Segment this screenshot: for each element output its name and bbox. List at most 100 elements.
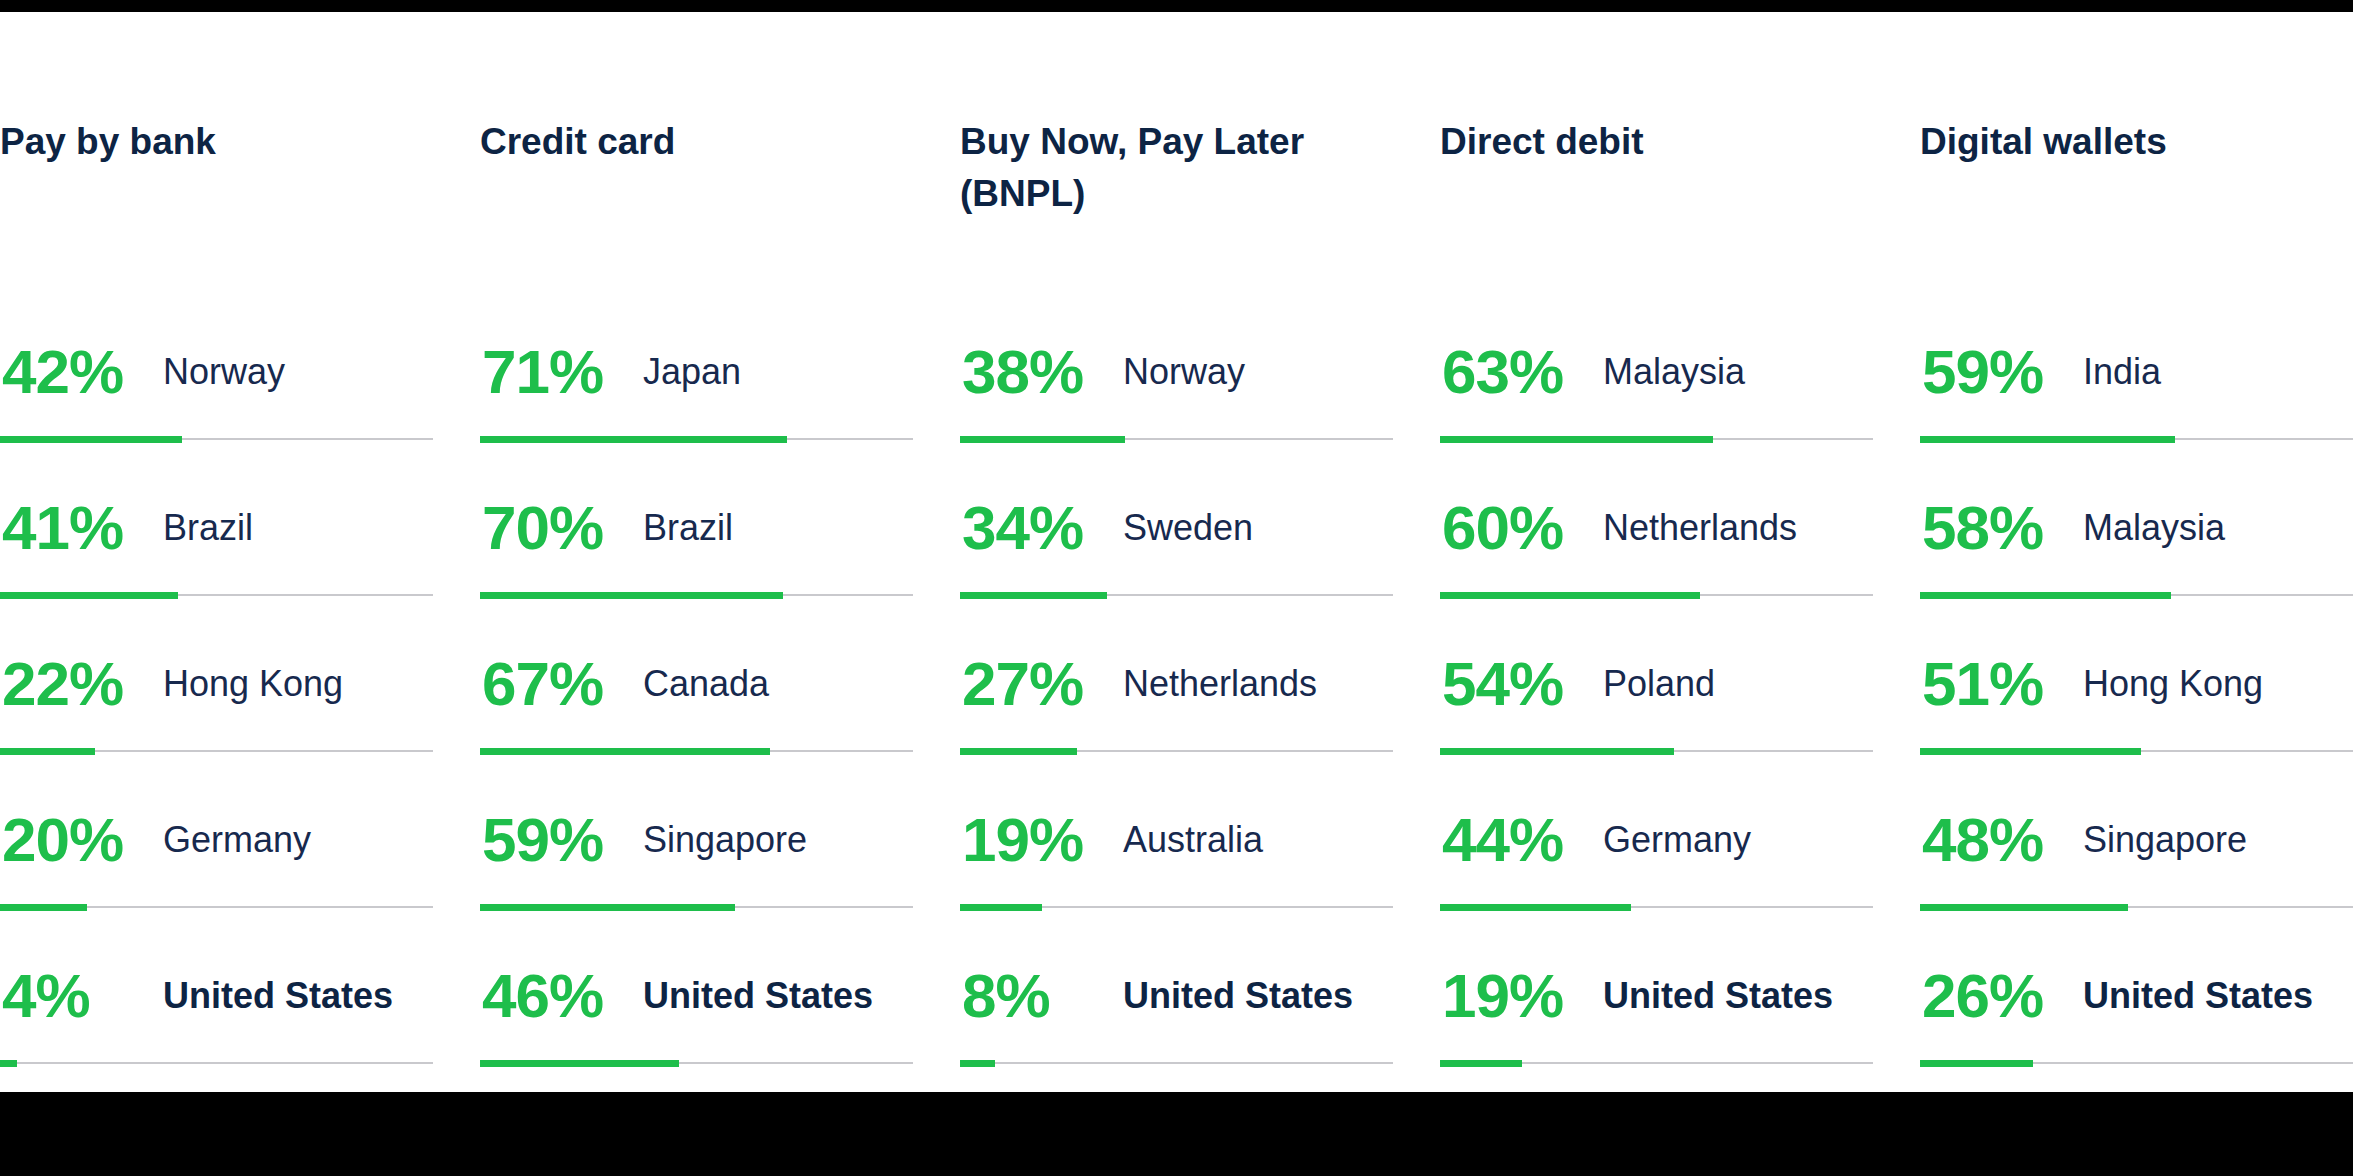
stat-bar bbox=[1440, 904, 1873, 911]
percent-value: 20% bbox=[2, 808, 123, 872]
country-label: United States bbox=[1123, 964, 1353, 1028]
country-label: Brazil bbox=[643, 496, 733, 560]
bar-fill bbox=[1440, 436, 1713, 443]
country-label: Norway bbox=[163, 340, 285, 404]
stat-bar bbox=[480, 748, 913, 755]
country-label: Germany bbox=[1603, 808, 1751, 872]
stat-bar bbox=[960, 592, 1393, 599]
bar-fill bbox=[480, 904, 735, 911]
percent-value: 51% bbox=[1922, 652, 2043, 716]
stat-bar bbox=[480, 592, 913, 599]
bar-fill bbox=[1440, 1060, 1522, 1067]
country-label: Australia bbox=[1123, 808, 1263, 872]
payment-method-column: Digital wallets59%India58%Malaysia51% Hon… bbox=[1920, 0, 2353, 1176]
percent-value: 42% bbox=[2, 340, 123, 404]
country-stat-row: 59%India bbox=[1920, 340, 2353, 496]
percent-value: 54% bbox=[1442, 652, 1563, 716]
stat-bar bbox=[1440, 592, 1873, 599]
payment-method-column: Buy Now, Pay Later (BNPL)38% Norway 34%Swe… bbox=[960, 0, 1393, 1176]
percent-value: 71% bbox=[482, 340, 603, 404]
country-stat-row: 70% Brazil bbox=[480, 496, 913, 652]
percent-value: 22% bbox=[2, 652, 123, 716]
bar-fill bbox=[1920, 904, 2128, 911]
country-stat-row: 59% Singapore bbox=[480, 808, 913, 964]
bottom-edge-bar bbox=[0, 1092, 2353, 1176]
bar-fill bbox=[1920, 436, 2175, 443]
percent-value: 59% bbox=[482, 808, 603, 872]
bar-fill bbox=[1440, 592, 1700, 599]
payment-method-column: Pay by bank42% Norway 41%Brazil22% Hong Kon… bbox=[0, 0, 433, 1176]
percent-value: 44% bbox=[1442, 808, 1563, 872]
country-stat-row: 22% Hong Kong bbox=[0, 652, 433, 808]
bar-fill bbox=[0, 904, 87, 911]
percent-value: 67% bbox=[482, 652, 603, 716]
bar-fill bbox=[1440, 748, 1674, 755]
bar-fill bbox=[1440, 904, 1631, 911]
stat-bar bbox=[960, 748, 1393, 755]
country-label: Hong Kong bbox=[163, 652, 343, 716]
bar-fill bbox=[480, 748, 770, 755]
percent-value: 63% bbox=[1442, 340, 1563, 404]
bar-fill bbox=[0, 748, 95, 755]
bar-fill bbox=[960, 436, 1125, 443]
column-header: Direct debit bbox=[1440, 0, 1873, 340]
country-stat-row: 63% Malaysia bbox=[1440, 340, 1873, 496]
bar-fill bbox=[960, 1060, 995, 1067]
country-label: Norway bbox=[1123, 340, 1245, 404]
country-stat-row: 41%Brazil bbox=[0, 496, 433, 652]
percent-value: 58% bbox=[1922, 496, 2043, 560]
bar-fill bbox=[480, 436, 787, 443]
bar-fill bbox=[480, 1060, 679, 1067]
bar-fill bbox=[0, 592, 178, 599]
country-label: Hong Kong bbox=[2083, 652, 2263, 716]
bar-track bbox=[0, 1062, 433, 1064]
percent-value: 38% bbox=[962, 340, 1083, 404]
stat-bar bbox=[960, 1060, 1393, 1067]
country-label: Malaysia bbox=[1603, 340, 1745, 404]
percent-value: 26% bbox=[1922, 964, 2043, 1028]
stat-bar bbox=[0, 748, 433, 755]
country-stat-row: 58%Malaysia bbox=[1920, 496, 2353, 652]
country-stat-row: 34%Sweden bbox=[960, 496, 1393, 652]
country-label: Singapore bbox=[2083, 808, 2247, 872]
bar-fill bbox=[960, 592, 1107, 599]
bar-fill bbox=[1920, 1060, 2033, 1067]
column-header: Digital wallets bbox=[1920, 0, 2353, 340]
stat-bar bbox=[1920, 904, 2353, 911]
country-stat-row: 51% Hong Kong bbox=[1920, 652, 2353, 808]
percent-value: 48% bbox=[1922, 808, 2043, 872]
percent-value: 27% bbox=[962, 652, 1083, 716]
percent-value: 4% bbox=[2, 964, 90, 1028]
bar-fill bbox=[480, 592, 783, 599]
payment-method-column: Direct debit63% Malaysia 60%Netherlands54%… bbox=[1440, 0, 1873, 1176]
percent-value: 60% bbox=[1442, 496, 1563, 560]
country-label: Sweden bbox=[1123, 496, 1253, 560]
stat-bar bbox=[480, 904, 913, 911]
stat-bar bbox=[1920, 1060, 2353, 1067]
column-header: Buy Now, Pay Later (BNPL) bbox=[960, 0, 1393, 340]
stat-bar bbox=[480, 436, 913, 443]
country-label: United States bbox=[1603, 964, 1833, 1028]
stat-bar bbox=[1440, 1060, 1873, 1067]
country-label: Singapore bbox=[643, 808, 807, 872]
country-stat-row: 60%Netherlands bbox=[1440, 496, 1873, 652]
bar-fill bbox=[960, 904, 1042, 911]
top-edge-bar bbox=[0, 0, 2353, 12]
stat-bar bbox=[0, 1060, 433, 1067]
percent-value: 19% bbox=[962, 808, 1083, 872]
percent-value: 70% bbox=[482, 496, 603, 560]
column-header: Pay by bank bbox=[0, 0, 433, 340]
payment-methods-chart: Pay by bank42% Norway 41%Brazil22% Hong Kon… bbox=[0, 0, 2353, 1176]
country-stat-row: 67%Canada bbox=[480, 652, 913, 808]
country-label: Brazil bbox=[163, 496, 253, 560]
stat-bar bbox=[1920, 592, 2353, 599]
country-stat-row: 27%Netherlands bbox=[960, 652, 1393, 808]
country-stat-row: 71%Japan bbox=[480, 340, 913, 496]
country-label: Germany bbox=[163, 808, 311, 872]
bar-fill bbox=[1920, 592, 2171, 599]
country-stat-row: 42% Norway bbox=[0, 340, 433, 496]
stat-bar bbox=[0, 436, 433, 443]
country-stat-row: 48% Singapore bbox=[1920, 808, 2353, 964]
stat-bar bbox=[960, 436, 1393, 443]
bar-fill bbox=[0, 436, 182, 443]
